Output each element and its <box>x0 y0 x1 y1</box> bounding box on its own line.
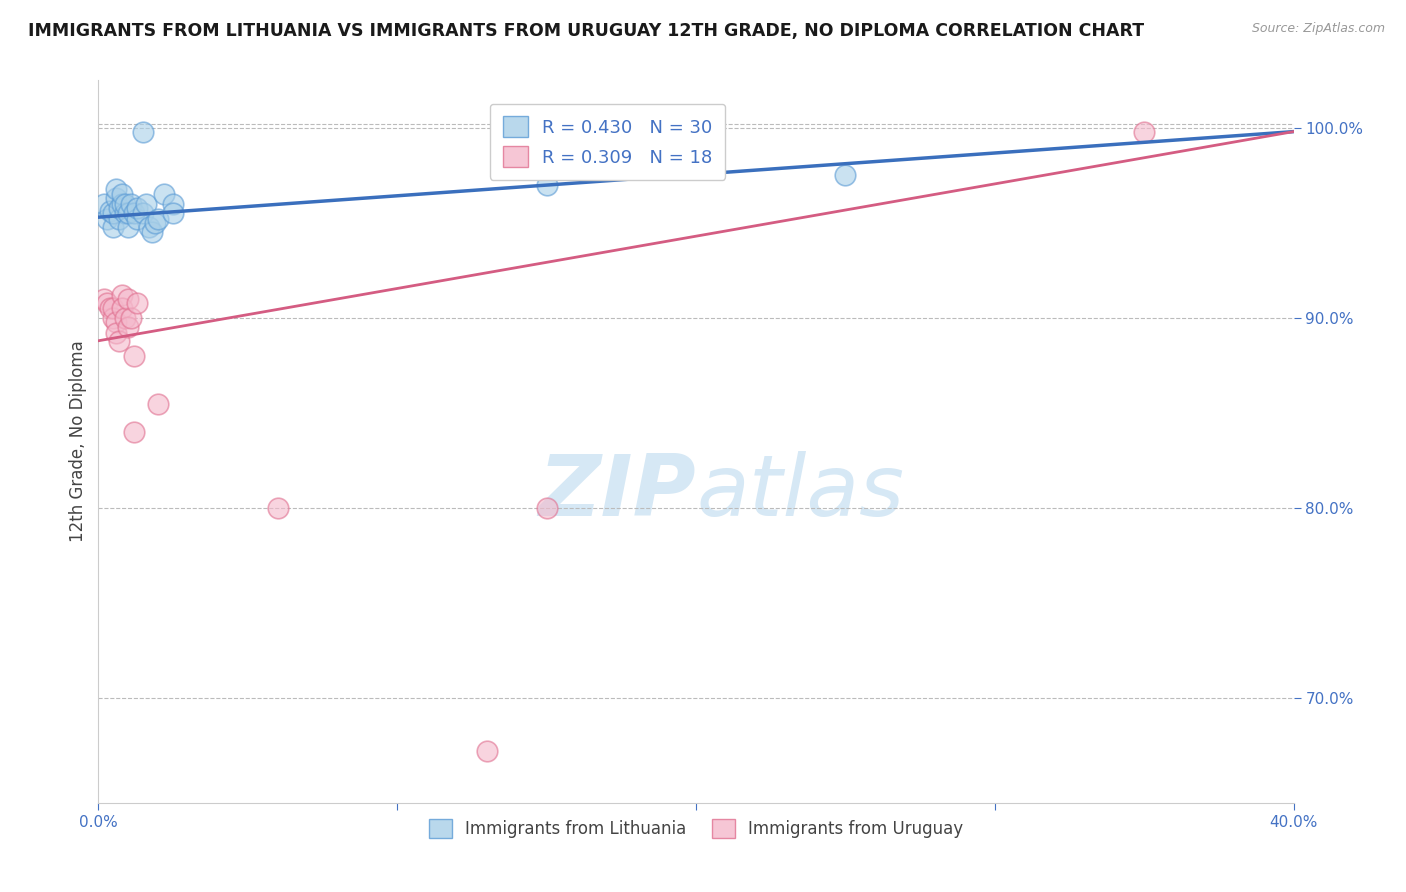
Point <box>117 219 139 234</box>
Point <box>108 212 131 227</box>
Point <box>108 201 131 215</box>
Point <box>105 326 128 340</box>
Point <box>93 292 115 306</box>
Point <box>111 197 134 211</box>
Point <box>114 206 136 220</box>
Point <box>127 212 149 227</box>
Legend: Immigrants from Lithuania, Immigrants from Uruguay: Immigrants from Lithuania, Immigrants fr… <box>422 813 970 845</box>
Point <box>103 206 125 220</box>
Point <box>93 197 115 211</box>
Point <box>108 334 131 348</box>
Point <box>141 226 163 240</box>
Point <box>111 301 134 316</box>
Point <box>475 744 498 758</box>
Point <box>153 187 176 202</box>
Point <box>117 320 139 334</box>
Text: IMMIGRANTS FROM LITHUANIA VS IMMIGRANTS FROM URUGUAY 12TH GRADE, NO DIPLOMA CORR: IMMIGRANTS FROM LITHUANIA VS IMMIGRANTS … <box>28 22 1144 40</box>
Point <box>96 212 118 227</box>
Point <box>114 197 136 211</box>
Point <box>98 204 122 219</box>
Point <box>124 206 146 220</box>
Point <box>132 125 155 139</box>
Text: atlas: atlas <box>696 450 904 533</box>
Point <box>536 501 558 516</box>
Point <box>267 501 290 516</box>
Point <box>162 206 184 220</box>
Point <box>127 201 149 215</box>
Text: Source: ZipAtlas.com: Source: ZipAtlas.com <box>1251 22 1385 36</box>
Point <box>96 295 118 310</box>
Point <box>120 197 142 211</box>
Point <box>138 219 160 234</box>
Point <box>834 169 856 183</box>
Point <box>132 206 155 220</box>
Point <box>114 310 136 325</box>
Point <box>117 292 139 306</box>
Point <box>111 187 134 202</box>
Point <box>117 206 139 220</box>
Point <box>162 197 184 211</box>
Point <box>536 178 558 192</box>
Point <box>111 288 134 302</box>
Point <box>103 301 125 316</box>
Point <box>135 197 157 211</box>
Point <box>143 216 166 230</box>
Text: ZIP: ZIP <box>538 450 696 533</box>
Point <box>98 301 122 316</box>
Point <box>148 212 170 227</box>
Point <box>1133 125 1156 139</box>
Point <box>127 295 149 310</box>
Point <box>124 349 146 363</box>
Point <box>105 191 128 205</box>
Point <box>103 219 125 234</box>
Point <box>124 425 146 439</box>
Y-axis label: 12th Grade, No Diploma: 12th Grade, No Diploma <box>69 341 87 542</box>
Point <box>148 396 170 410</box>
Point <box>105 315 128 329</box>
Point <box>120 310 142 325</box>
Point <box>105 181 128 195</box>
Point <box>103 310 125 325</box>
